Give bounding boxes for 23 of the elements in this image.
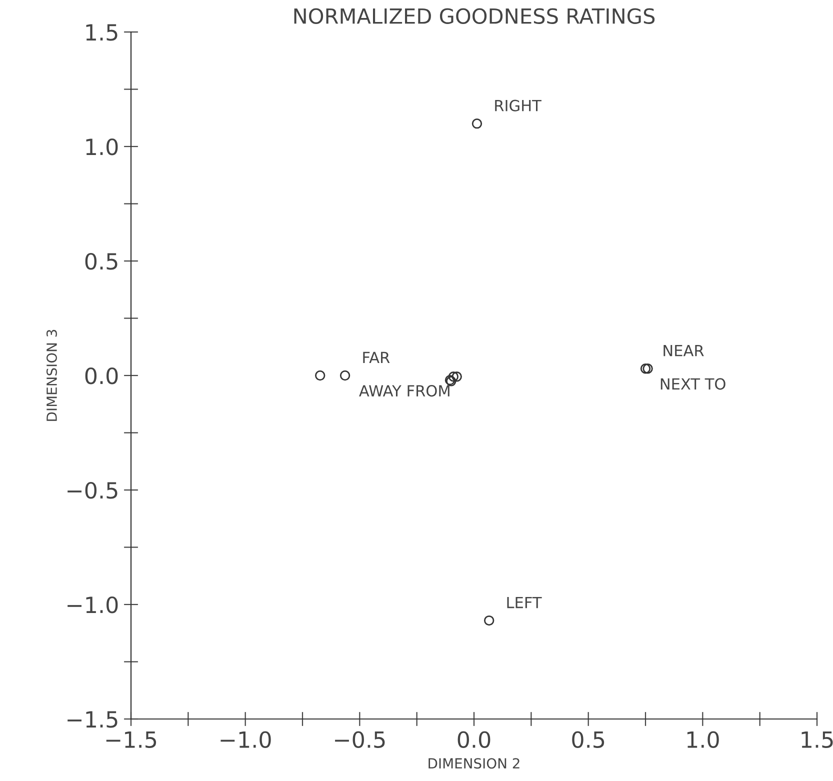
annotation: NEXT TO <box>660 378 726 390</box>
x-tick-label: 1.5 <box>802 731 833 748</box>
x-tick-label: −1.5 <box>106 731 156 748</box>
x-tick-label: −1.0 <box>220 731 271 748</box>
annotation: AWAY FROM <box>359 385 450 397</box>
annotation: RIGHT <box>495 100 542 112</box>
x-tick-label: 0.0 <box>458 731 490 748</box>
y-tick-label: 0.0 <box>85 367 118 384</box>
annotation: NEAR <box>664 345 704 356</box>
x-tick-label: 0.5 <box>572 731 604 748</box>
y-axis-title: DIMENSION 3 <box>46 330 57 421</box>
annotation: FAR <box>363 352 390 364</box>
y-tick-label: −1.0 <box>68 596 118 614</box>
x-tick-label: 1.0 <box>687 731 719 748</box>
y-tick-label: 1.5 <box>86 24 118 41</box>
x-axis-title: DIMENSION 2 <box>428 758 520 769</box>
y-tick-label: 0.5 <box>85 252 118 270</box>
chart-title: NORMALIZED GOODNESS RATINGS <box>294 8 655 24</box>
annotation: LEFT <box>507 596 542 608</box>
y-tick-label: −0.5 <box>68 482 118 499</box>
y-tick-label: −1.5 <box>68 711 118 728</box>
x-tick-label: −0.5 <box>335 731 385 748</box>
y-tick-label: 1.0 <box>86 138 118 156</box>
